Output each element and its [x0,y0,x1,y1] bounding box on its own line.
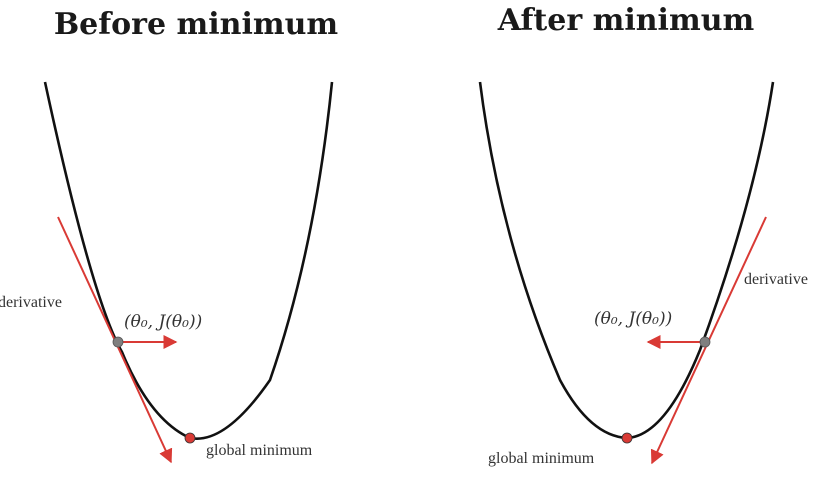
panel-after-minimum: After minimum derivative (θ₀, J(θ₀)) glo… [478,3,808,467]
loss-curve [43,81,334,440]
panel-title: After minimum [497,3,755,38]
global-minimum-label: global minimum [488,450,595,467]
global-minimum-label: global minimum [206,442,313,459]
panel-before-minimum: Before minimum derivative (θ₀, J(θ₀)) gl… [0,7,339,464]
derivative-label: derivative [0,294,62,311]
derivative-label: derivative [744,271,808,288]
global-minimum-point [184,432,196,444]
panel-title: Before minimum [54,7,339,42]
current-point [112,336,124,348]
current-point [699,336,711,348]
global-minimum-point [621,432,633,444]
loss-curve [478,81,775,440]
point-label: (θ₀, J(θ₀)) [124,312,202,332]
point-label: (θ₀, J(θ₀)) [594,309,672,329]
